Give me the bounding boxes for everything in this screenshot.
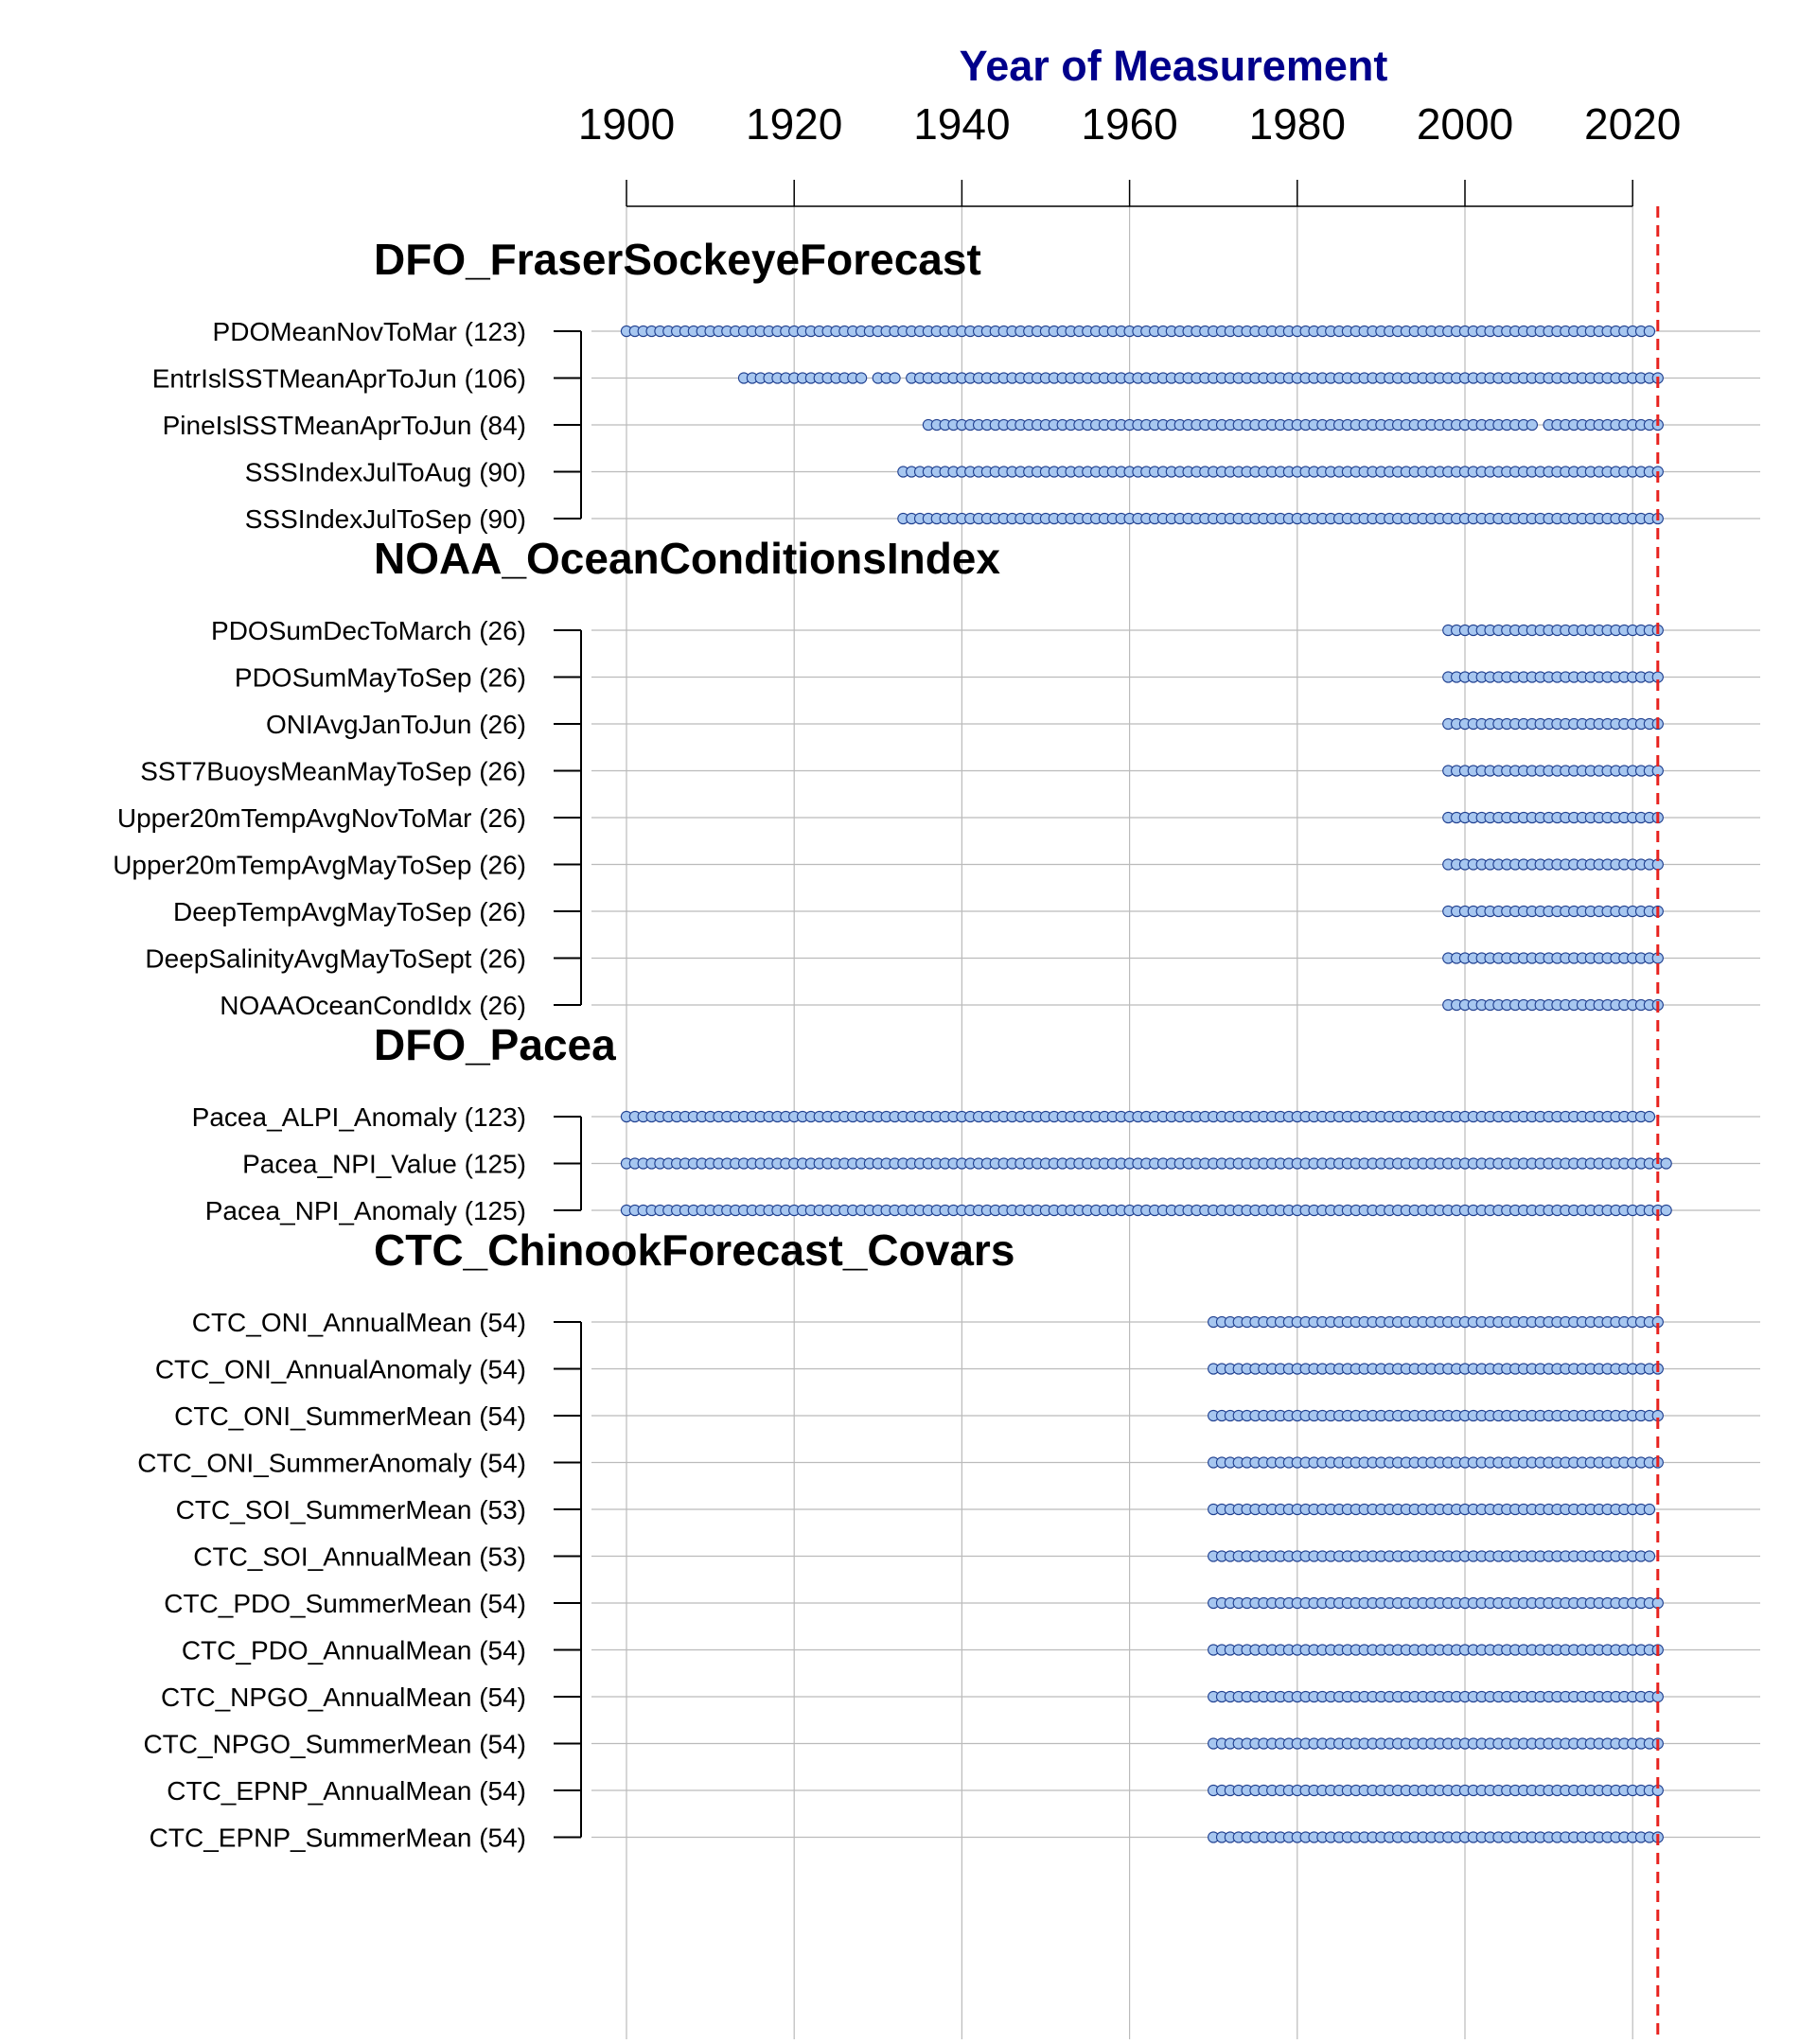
x-axis-title: Year of Measurement: [960, 42, 1388, 90]
series-row: PDOSumMayToSep (26): [235, 663, 1760, 693]
series-row: PineIslSSTMeanAprToJun (84): [163, 411, 1760, 440]
series-row: NOAAOceanCondIdx (26): [220, 991, 1760, 1020]
series-label: SSSIndexJulToAug (90): [245, 458, 526, 487]
series-label: EntrIslSSTMeanAprToJun (106): [152, 364, 526, 394]
series-group: DFO_FraserSockeyeForecast PDOMeanNovToMar…: [152, 235, 1760, 534]
series-label: CTC_ONI_SummerAnomaly (54): [137, 1449, 526, 1478]
group-title: DFO_FraserSockeyeForecast: [374, 235, 981, 284]
series-label: PineIslSSTMeanAprToJun (84): [163, 411, 526, 440]
series-row: CTC_NPGO_AnnualMean (54): [161, 1683, 1760, 1712]
series-label: CTC_ONI_AnnualAnomaly (54): [155, 1355, 526, 1384]
series-label: ONIAvgJanToJun (26): [266, 710, 526, 739]
series-row: CTC_SOI_SummerMean (53): [176, 1495, 1760, 1524]
group-title: CTC_ChinookForecast_Covars: [374, 1225, 1014, 1275]
series-row: ONIAvgJanToJun (26): [266, 710, 1760, 739]
series-row: CTC_ONI_AnnualAnomaly (54): [155, 1355, 1760, 1384]
series-label: CTC_NPGO_AnnualMean (54): [161, 1683, 526, 1712]
series-label: Pacea_NPI_Value (125): [242, 1150, 526, 1179]
series-group: NOAA_OceanConditionsIndex PDOSumDecToMarc…: [113, 534, 1760, 1020]
series-label: Upper20mTempAvgNovToMar (26): [117, 803, 526, 833]
series-row: CTC_ONI_SummerMean (54): [174, 1401, 1760, 1431]
series-row: SST7BuoysMeanMayToSep (26): [140, 757, 1760, 786]
series-label: PDOMeanNovToMar (123): [213, 317, 526, 346]
series-row: CTC_SOI_AnnualMean (53): [193, 1542, 1760, 1572]
data-point: [1643, 325, 1656, 338]
data-point: [1643, 1550, 1656, 1562]
series-label: Upper20mTempAvgMayToSep (26): [113, 851, 526, 880]
series-row: DeepSalinityAvgMayToSept (26): [145, 944, 1760, 974]
series-label: CTC_NPGO_SummerMean (54): [143, 1730, 526, 1759]
series-row: CTC_PDO_AnnualMean (54): [182, 1636, 1760, 1665]
x-tick-label: 1920: [746, 99, 842, 149]
series-row: Upper20mTempAvgNovToMar (26): [117, 803, 1760, 833]
series-row: SSSIndexJulToSep (90): [245, 504, 1760, 534]
series-label: CTC_ONI_SummerMean (54): [174, 1401, 526, 1431]
series-label: CTC_EPNP_AnnualMean (54): [167, 1776, 526, 1806]
x-tick-label: 2000: [1417, 99, 1513, 149]
series-label: Pacea_ALPI_Anomaly (123): [192, 1102, 526, 1132]
x-axis: 1900 1920 1940 1960 1980 2000 2020: [578, 99, 1681, 207]
x-tick-label: 1900: [578, 99, 675, 149]
series-row: PDOMeanNovToMar (123): [213, 317, 1760, 346]
data-point: [855, 372, 868, 384]
series-label: Pacea_NPI_Anomaly (125): [205, 1196, 526, 1225]
series-label: NOAAOceanCondIdx (26): [220, 991, 526, 1020]
series-label: SST7BuoysMeanMayToSep (26): [140, 757, 526, 786]
series-row: Pacea_NPI_Anomaly (125): [205, 1196, 1760, 1225]
series-row: CTC_EPNP_SummerMean (54): [150, 1824, 1760, 1853]
data-point: [1643, 1503, 1656, 1516]
x-tick-label: 1980: [1249, 99, 1346, 149]
data-point: [1660, 1157, 1672, 1170]
series-row: PDOSumDecToMarch (26): [211, 616, 1760, 645]
series-row: CTC_ONI_AnnualMean (54): [192, 1308, 1760, 1337]
series-label: SSSIndexJulToSep (90): [245, 504, 526, 534]
series-row: Upper20mTempAvgMayToSep (26): [113, 851, 1760, 880]
data-point: [1660, 1204, 1672, 1217]
series-row: Pacea_ALPI_Anomaly (123): [192, 1102, 1760, 1132]
series-label: DeepTempAvgMayToSep (26): [173, 897, 526, 926]
series-label: CTC_PDO_SummerMean (54): [164, 1589, 526, 1618]
series-rows: DFO_FraserSockeyeForecast PDOMeanNovToMar…: [113, 235, 1760, 1853]
series-row: CTC_NPGO_SummerMean (54): [143, 1730, 1760, 1759]
x-tick-label: 2020: [1584, 99, 1681, 149]
series-label: CTC_SOI_AnnualMean (53): [193, 1542, 526, 1572]
series-label: PDOSumDecToMarch (26): [211, 616, 526, 645]
group-title: NOAA_OceanConditionsIndex: [374, 534, 1000, 583]
series-label: DeepSalinityAvgMayToSept (26): [145, 944, 526, 974]
series-label: CTC_EPNP_SummerMean (54): [150, 1824, 526, 1853]
data-point: [1643, 1110, 1656, 1123]
series-label: CTC_PDO_AnnualMean (54): [182, 1636, 526, 1665]
series-row: Pacea_NPI_Value (125): [242, 1150, 1760, 1179]
x-tick-label: 1940: [913, 99, 1010, 149]
series-label: CTC_ONI_AnnualMean (54): [192, 1308, 526, 1337]
grid: [626, 206, 1633, 2039]
series-row: CTC_EPNP_AnnualMean (54): [167, 1776, 1760, 1806]
series-group: DFO_Pacea Pacea_ALPI_Anomaly (123) Pacea_N…: [192, 1020, 1760, 1225]
x-tick-label: 1960: [1081, 99, 1177, 149]
series-row: EntrIslSSTMeanAprToJun (106): [152, 364, 1760, 394]
series-row: CTC_PDO_SummerMean (54): [164, 1589, 1760, 1618]
series-label: CTC_SOI_SummerMean (53): [176, 1495, 526, 1524]
data-point: [1526, 418, 1539, 432]
data-point: [1651, 1596, 1664, 1610]
series-label: PDOSumMayToSep (26): [235, 663, 526, 693]
data-point: [889, 372, 901, 384]
series-row: SSSIndexJulToAug (90): [245, 458, 1760, 487]
group-title: DFO_Pacea: [374, 1020, 616, 1069]
series-row: CTC_ONI_SummerAnomaly (54): [137, 1449, 1760, 1478]
series-group: CTC_ChinookForecast_Covars CTC_ONI_Annual…: [137, 1225, 1760, 1853]
series-row: DeepTempAvgMayToSep (26): [173, 897, 1760, 926]
